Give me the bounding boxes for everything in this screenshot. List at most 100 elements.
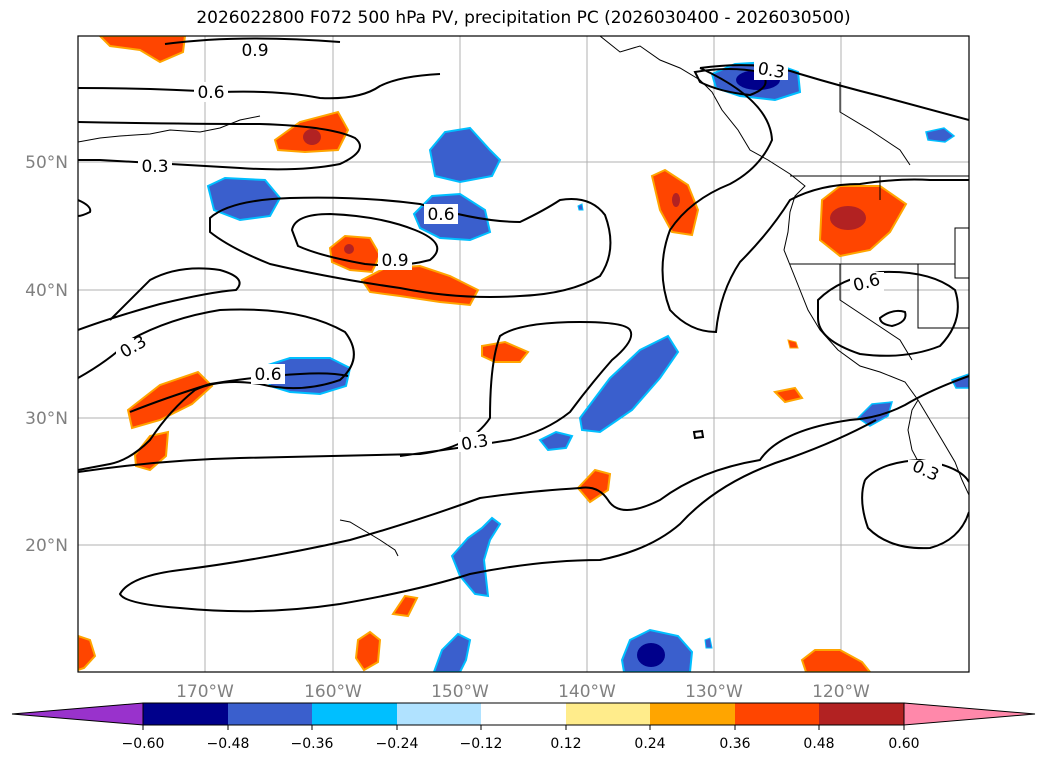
colorbar-segment <box>819 703 904 725</box>
colorbar-tick-label: 0.24 <box>634 736 665 752</box>
label-halo <box>238 40 272 60</box>
colorbar-segment <box>735 703 819 725</box>
lat-label-20n: 20°N <box>25 536 68 556</box>
lon-label-170w: 170°W <box>176 682 234 702</box>
precip-blob <box>126 370 214 430</box>
precip-blob <box>354 630 382 672</box>
label-halo <box>908 460 942 480</box>
pv-contour-0.9 <box>290 212 439 267</box>
colorbar-tick-label: 0.36 <box>719 736 750 752</box>
lat-label-30n: 30°N <box>25 409 68 429</box>
pv-contour-edge <box>78 199 92 217</box>
precip-core <box>672 193 680 207</box>
pv-contour-0.3 <box>78 320 633 473</box>
state-border <box>839 264 913 361</box>
precip-blob <box>133 430 170 472</box>
pv-contour-0.3 <box>78 121 361 171</box>
colorbar-extend-low <box>11 702 144 726</box>
pv-contour-0.3 <box>661 64 969 334</box>
pv-contour-closed <box>878 309 907 328</box>
contour-label: 0.9 <box>241 41 268 61</box>
label-halo <box>850 272 884 292</box>
colorbar-tick-label: 0.60 <box>888 736 919 752</box>
precip-blob <box>98 36 187 64</box>
lon-label-140w: 140°W <box>558 682 616 702</box>
contour-label: 0.6 <box>197 83 224 103</box>
map-frame <box>77 35 970 673</box>
precip-blob <box>800 649 872 672</box>
precip-blob <box>391 594 419 618</box>
aleutian-coast <box>78 115 261 143</box>
precip-blob <box>538 430 574 452</box>
pv-contour-0.6 <box>78 73 441 100</box>
label-halo <box>138 156 172 176</box>
canada-border <box>839 82 911 166</box>
colorbar-segment <box>650 703 735 725</box>
lon-label-130w: 130°W <box>685 682 743 702</box>
precip-core <box>303 129 321 145</box>
precip-core <box>637 643 665 667</box>
contour-label: 0.3 <box>141 157 168 177</box>
contour-label: 0.6 <box>254 365 281 385</box>
longitude-labels: 170°W 160°W 150°W 140°W 130°W 120°W <box>176 682 870 702</box>
colorbar-tick-label: −0.60 <box>122 736 165 752</box>
precip-blob <box>432 632 472 672</box>
contour-label: 0.9 <box>381 251 408 271</box>
precip-core <box>830 206 866 230</box>
precip-blob <box>787 339 799 349</box>
pv-contour-0.3 <box>118 375 969 613</box>
latitude-labels: 50°N 40°N 30°N 20°N <box>25 153 68 556</box>
precip-blob <box>78 634 97 672</box>
pv-contour-0.3 <box>78 308 355 471</box>
colorbar-tick-label: −0.48 <box>207 736 250 752</box>
precip-blob <box>428 126 502 184</box>
label-halo <box>754 60 788 80</box>
lon-label-150w: 150°W <box>431 682 489 702</box>
colorbar-tick-label: −0.36 <box>291 736 334 752</box>
pv-contour-0.6 <box>129 372 349 413</box>
colorbar-frame <box>142 702 905 726</box>
colorbar-segment <box>566 703 650 725</box>
colorbar-tick-label: −0.12 <box>460 736 503 752</box>
map-title: 2026022800 F072 500 hPa PV, precipitatio… <box>196 8 851 28</box>
pv-contour-0.3 <box>693 68 767 97</box>
gridlines <box>78 36 969 672</box>
colorbar-segment <box>228 703 312 725</box>
contour-label: 0.3 <box>756 59 786 83</box>
lat-label-40n: 40°N <box>25 281 68 301</box>
colorbar-segment <box>312 703 397 725</box>
label-halo <box>116 338 150 358</box>
colorbar-tick-label: 0.12 <box>550 736 581 752</box>
colorbar-segment <box>481 703 566 725</box>
precip-blob <box>925 127 956 143</box>
colorbar-tick-label: −0.24 <box>376 736 419 752</box>
label-halo <box>458 432 492 452</box>
lon-label-120w: 120°W <box>812 682 870 702</box>
precip-blob <box>772 386 804 404</box>
colorbar-tick-label: 0.48 <box>803 736 834 752</box>
lat-label-50n: 50°N <box>25 153 68 173</box>
precip-blob <box>328 234 382 274</box>
contour-label: 0.6 <box>427 205 454 225</box>
baja-coast <box>907 399 921 466</box>
precip-blob <box>577 203 584 211</box>
state-border <box>954 227 969 279</box>
colorbar-segment <box>397 703 481 725</box>
colorbar-extend-high <box>903 702 1036 726</box>
pv-contour-0.6 <box>209 196 612 298</box>
label-halo <box>194 82 228 102</box>
precip-blob <box>704 637 713 649</box>
pv-contour-closed <box>692 429 705 440</box>
precip-core <box>344 244 354 254</box>
colorbar: −0.60 −0.48 −0.36 −0.24 −0.12 0.12 0.24 … <box>11 702 1036 752</box>
lon-label-160w: 160°W <box>304 682 362 702</box>
pv-contour-0.9 <box>164 37 341 45</box>
pv-contours <box>78 37 969 613</box>
label-halo <box>251 364 285 384</box>
precip-blob <box>578 334 680 434</box>
colorbar-segment <box>143 703 228 725</box>
pv-contour-0.3 <box>78 267 241 331</box>
label-halo <box>378 250 412 270</box>
contour-label: 0.3 <box>460 431 490 455</box>
